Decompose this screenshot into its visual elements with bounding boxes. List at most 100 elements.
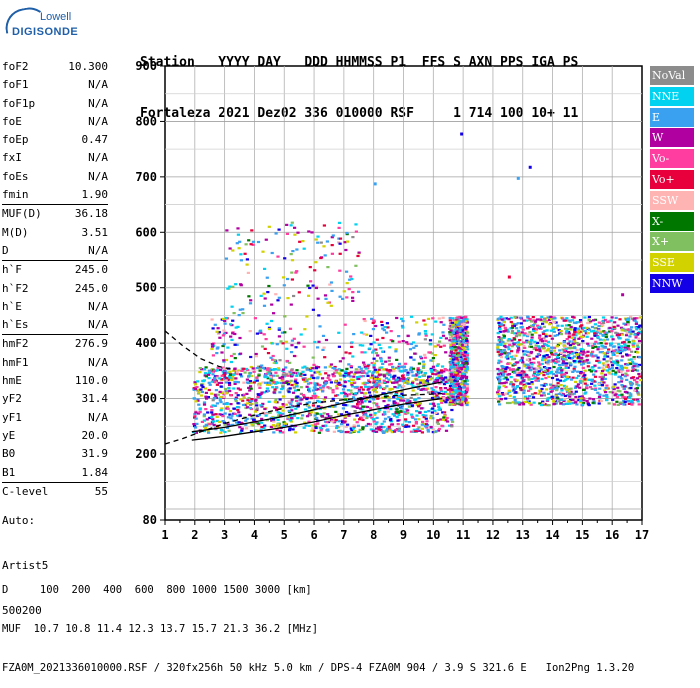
echo-point [265, 368, 270, 371]
echo-point [289, 224, 293, 227]
echo-point [502, 377, 506, 380]
echo-point [214, 396, 218, 400]
echo-point [567, 387, 571, 391]
echo-point [457, 322, 461, 325]
echo-point [590, 387, 594, 390]
echo-point [347, 414, 351, 417]
echo-point [193, 425, 197, 428]
echo-point [280, 379, 284, 382]
echo-point [221, 334, 225, 337]
echo-point [234, 283, 238, 286]
echo-point [258, 330, 262, 333]
echo-point [526, 397, 530, 400]
echo-point [562, 384, 567, 387]
echo-point [578, 325, 583, 328]
echo-point [362, 415, 367, 418]
echo-point [326, 386, 330, 389]
echo-point [578, 395, 582, 398]
echo-point [423, 356, 427, 359]
echo-point [529, 340, 533, 343]
echo-point [523, 395, 527, 398]
echo-point [259, 392, 263, 395]
echo-point [444, 401, 448, 404]
echo-point [623, 329, 627, 332]
echo-point [515, 316, 519, 319]
echo-point [562, 349, 567, 352]
echo-point [518, 316, 523, 319]
echo-point [610, 316, 614, 319]
echo-point [337, 420, 341, 423]
echo-point [496, 393, 500, 396]
echo-point [533, 377, 537, 380]
echo-point [215, 369, 219, 372]
echo-point [591, 344, 595, 347]
echo-point [194, 383, 198, 386]
echo-point [317, 370, 321, 374]
echo-point [204, 391, 208, 394]
echo-point [464, 400, 468, 403]
echo-point [387, 399, 391, 402]
echo-point [360, 370, 365, 373]
param-value: N/A [88, 318, 108, 332]
echo-point [619, 368, 623, 371]
echo-point [334, 394, 338, 397]
echo-point [315, 412, 319, 415]
echo-point [203, 387, 207, 390]
echo-point [499, 343, 503, 346]
echo-point [564, 347, 568, 350]
echo-point [463, 358, 468, 361]
echo-point [303, 421, 307, 424]
echo-point [331, 397, 335, 400]
echo-point [228, 413, 232, 416]
echo-point [269, 416, 273, 420]
echo-point [200, 420, 204, 423]
echo-point [345, 296, 349, 299]
echo-point [589, 354, 593, 357]
echo-point [437, 391, 441, 394]
echo-point [602, 321, 606, 324]
echo-point [448, 402, 452, 405]
echo-point [223, 322, 227, 325]
echo-point [569, 328, 573, 331]
echo-point [573, 401, 577, 404]
echo-point [510, 339, 514, 342]
echo-point [548, 383, 553, 386]
echo-point [604, 363, 608, 366]
echo-point [290, 368, 294, 371]
echo-point [556, 397, 560, 400]
echo-point [231, 285, 235, 288]
echo-point [241, 403, 246, 407]
echo-point [409, 430, 413, 433]
echo-point [536, 353, 540, 356]
echo-point [539, 368, 543, 371]
echo-point [307, 294, 311, 297]
echo-point [373, 389, 377, 392]
echo-point [544, 377, 548, 380]
echo-point [281, 425, 285, 428]
echo-point [232, 407, 236, 410]
echo-point [366, 388, 370, 391]
echo-point [391, 413, 395, 416]
echo-point [307, 420, 311, 423]
echo-point [615, 396, 619, 399]
echo-point [278, 411, 282, 415]
echo-point [404, 362, 408, 365]
echo-point [448, 393, 452, 396]
echo-point [506, 345, 510, 348]
echo-point [604, 333, 608, 336]
echo-point [363, 383, 367, 386]
echo-point [395, 316, 399, 320]
echo-point [546, 340, 551, 343]
echo-point [573, 347, 577, 350]
echo-point [593, 345, 598, 348]
echo-point [387, 425, 391, 428]
echo-point [465, 375, 469, 378]
echo-point [341, 384, 345, 387]
echo-point [564, 358, 568, 361]
echo-point [622, 387, 626, 390]
echo-point [612, 325, 616, 328]
echo-point [200, 384, 204, 387]
echo-point [284, 366, 288, 369]
echo-point [460, 351, 464, 355]
echo-point [406, 399, 410, 402]
